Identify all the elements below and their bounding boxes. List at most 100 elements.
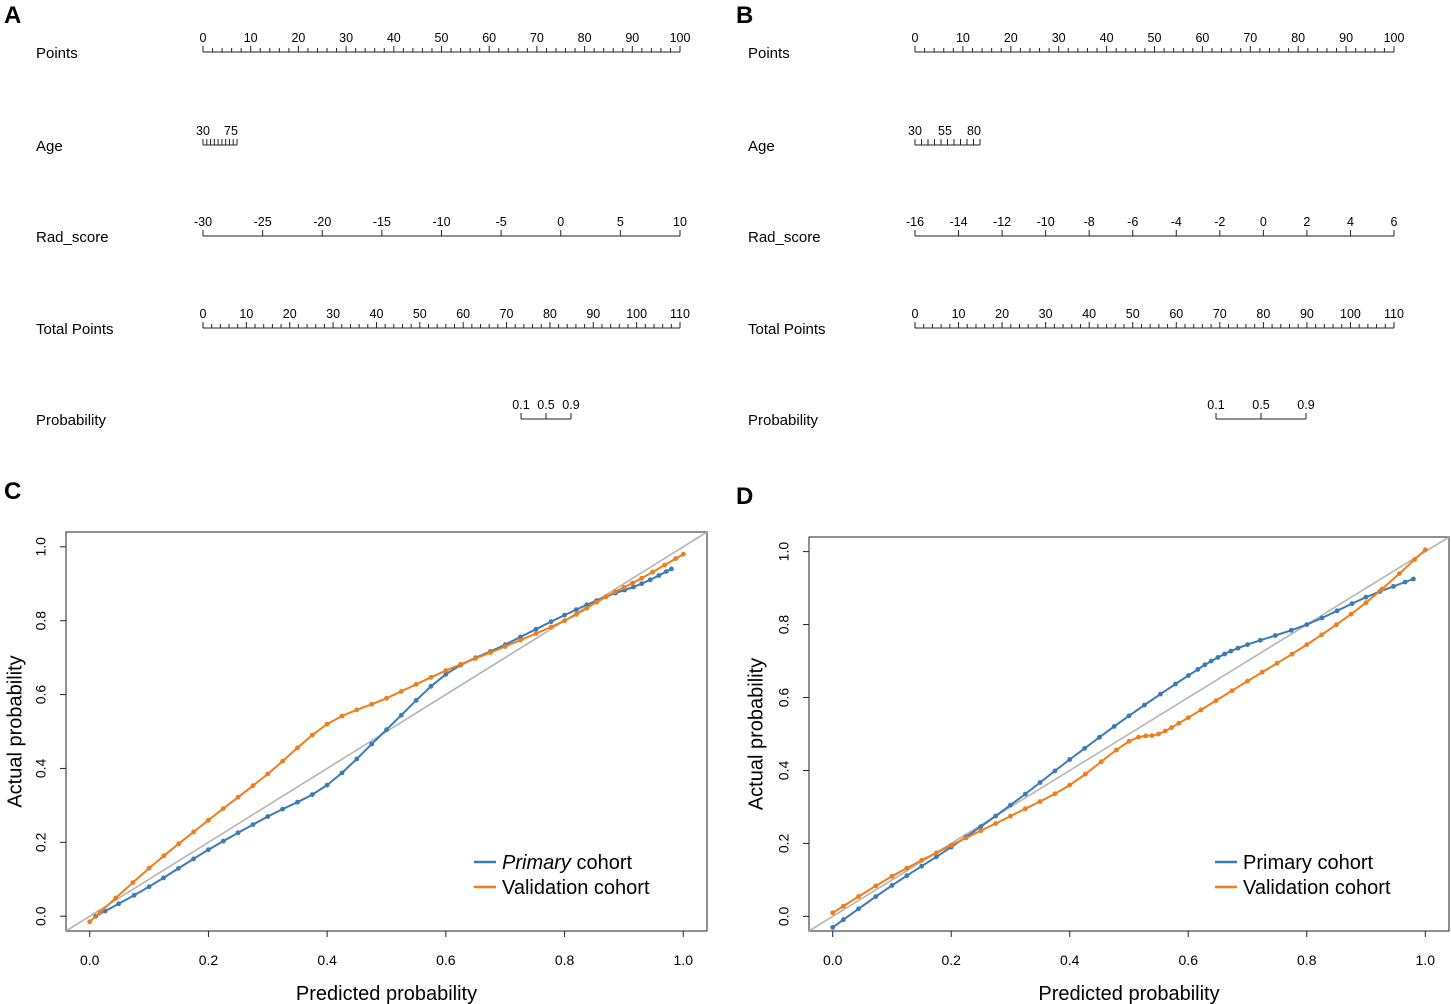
tick-label: 60 xyxy=(482,31,496,45)
data-point xyxy=(1173,681,1178,687)
data-point xyxy=(458,661,464,667)
data-point xyxy=(1379,586,1385,592)
tick-label: 100 xyxy=(1340,307,1361,321)
panel-letter: A xyxy=(4,2,21,29)
data-point xyxy=(1363,594,1369,600)
y-tick-label: 0.4 xyxy=(776,761,792,781)
data-point xyxy=(904,865,910,871)
tick-label: -6 xyxy=(1127,215,1138,229)
data-point xyxy=(630,580,635,586)
tick-label: 40 xyxy=(370,307,384,321)
data-point xyxy=(295,799,300,805)
data-point xyxy=(656,573,662,578)
data-point xyxy=(1067,757,1073,762)
data-point xyxy=(1215,655,1221,660)
row-label-probability: Probability xyxy=(36,412,107,429)
legend-label: Primary cohort xyxy=(502,852,632,874)
data-point xyxy=(1363,600,1369,606)
data-point xyxy=(1245,642,1250,647)
tick-label: 50 xyxy=(1148,31,1162,45)
series-validation-cohort xyxy=(87,551,686,925)
data-point xyxy=(354,756,360,762)
data-point xyxy=(1229,688,1235,694)
data-point xyxy=(1185,673,1191,678)
data-point xyxy=(176,841,182,847)
tick-label: 0.5 xyxy=(1252,398,1269,412)
data-point xyxy=(1213,698,1219,703)
data-point xyxy=(87,919,93,925)
data-point xyxy=(113,895,119,901)
data-point xyxy=(339,713,345,719)
tick-label: 80 xyxy=(578,31,592,45)
data-point xyxy=(1008,813,1013,819)
data-point xyxy=(309,792,315,797)
tick-label: 20 xyxy=(995,307,1009,321)
data-point xyxy=(1143,733,1149,739)
plot-frame xyxy=(65,531,708,932)
tick-label: 40 xyxy=(1082,307,1096,321)
data-point xyxy=(1222,651,1227,657)
tick-label: 4 xyxy=(1347,215,1354,229)
data-point xyxy=(663,569,669,574)
data-point xyxy=(562,612,567,618)
panel-letter: C xyxy=(4,478,21,505)
tick-label: 60 xyxy=(456,307,470,321)
y-tick-label: 0.8 xyxy=(776,615,792,635)
data-point xyxy=(1082,771,1088,777)
data-point xyxy=(161,853,167,859)
data-point xyxy=(1156,731,1161,737)
data-point xyxy=(948,842,954,848)
tick-label: -5 xyxy=(496,215,507,229)
data-point xyxy=(841,917,846,923)
tick-label: -25 xyxy=(254,215,272,229)
data-point xyxy=(250,822,256,827)
tick-label: 80 xyxy=(1291,31,1305,45)
legend-label: Validation cohort xyxy=(502,877,650,899)
data-point xyxy=(1304,622,1310,627)
tick-label: 100 xyxy=(1384,31,1405,45)
data-point xyxy=(1176,720,1182,726)
x-tick-label: 0.2 xyxy=(199,952,219,968)
tick-label: 50 xyxy=(413,307,427,321)
plot-frame xyxy=(808,536,1450,932)
data-point xyxy=(934,854,939,860)
data-point xyxy=(1202,662,1208,668)
data-point xyxy=(280,806,285,812)
x-tick-label: 0.4 xyxy=(1060,952,1080,968)
data-point xyxy=(1288,627,1294,633)
data-point xyxy=(384,727,389,733)
data-point xyxy=(161,875,166,881)
x-tick-label: 0.6 xyxy=(436,952,456,968)
data-point xyxy=(1022,791,1028,797)
tick-label: -2 xyxy=(1214,215,1225,229)
data-point xyxy=(889,873,895,879)
legend-label: Validation cohort xyxy=(1243,877,1391,899)
data-point xyxy=(631,584,636,590)
tick-label: 0 xyxy=(1260,215,1267,229)
data-point xyxy=(1195,667,1201,672)
tick-label: 5 xyxy=(617,215,624,229)
data-point xyxy=(1052,768,1058,774)
y-tick-label: 0.0 xyxy=(776,906,792,926)
row-label-rad-score: Rad_score xyxy=(36,229,109,246)
data-point xyxy=(502,644,508,649)
data-point xyxy=(548,619,554,625)
tick-label: 80 xyxy=(967,124,981,138)
tick-label: 10 xyxy=(673,215,687,229)
data-point xyxy=(1098,759,1104,765)
data-point xyxy=(1422,547,1428,553)
tick-label: -12 xyxy=(993,215,1011,229)
tick-label: 30 xyxy=(1039,307,1053,321)
tick-label: 90 xyxy=(586,307,600,321)
data-point xyxy=(1245,678,1250,684)
data-point xyxy=(1411,576,1416,582)
x-tick-label: 0.2 xyxy=(941,952,961,968)
data-point xyxy=(873,883,879,889)
y-tick-label: 1.0 xyxy=(776,542,792,562)
calibration-panel-d: D 0.0 0.2 0.4 0.6 0.8 1.0 0.0 0.2 0.4 0.6 0.8 1.0 Pre… xyxy=(736,483,1450,1004)
data-point xyxy=(639,575,645,581)
y-tick-label: 0.4 xyxy=(33,759,49,779)
y-tick-label: 0.6 xyxy=(776,688,792,708)
